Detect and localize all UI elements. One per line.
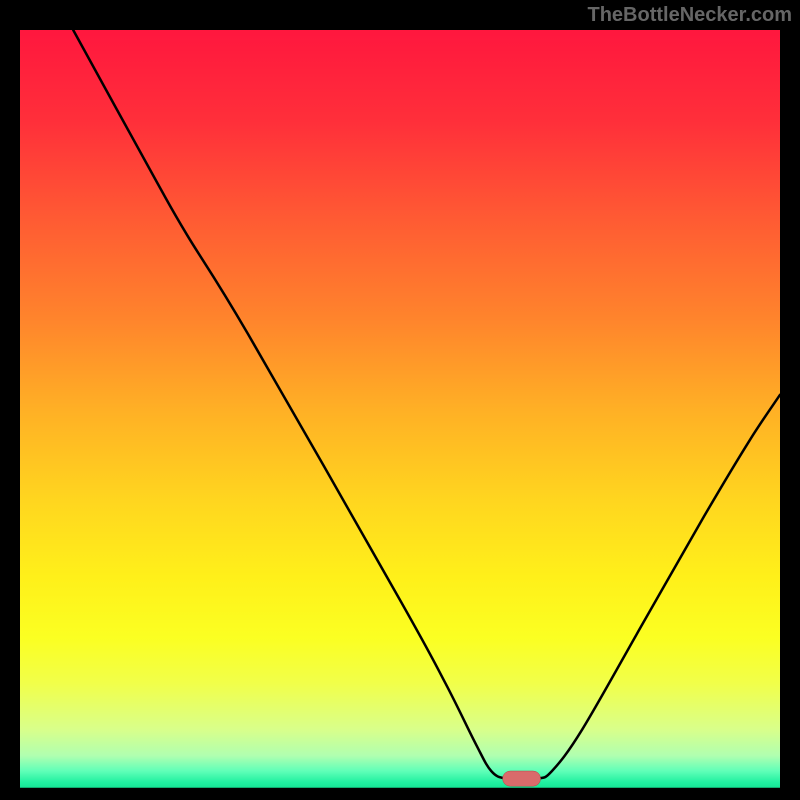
chart-page: TheBottleNecker.com (0, 0, 800, 800)
chart-container (20, 30, 780, 790)
watermark-text: TheBottleNecker.com (587, 4, 792, 27)
bottleneck-chart (20, 30, 780, 790)
optimal-marker (503, 771, 541, 786)
chart-gradient-background (20, 30, 780, 790)
